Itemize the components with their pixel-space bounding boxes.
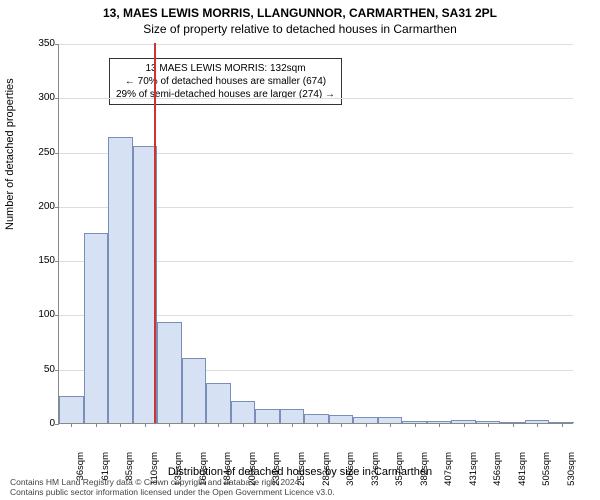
x-tick-mark (464, 423, 465, 427)
x-tick-mark (513, 423, 514, 427)
x-tick-mark (537, 423, 538, 427)
y-tick-label: 150 (29, 256, 55, 266)
histogram-bar (206, 383, 231, 423)
x-tick-mark (366, 423, 367, 427)
x-tick-mark (439, 423, 440, 427)
gridline (59, 98, 573, 99)
y-tick-label: 0 (29, 419, 55, 429)
histogram-bar (182, 358, 207, 423)
x-tick-mark (145, 423, 146, 427)
x-tick-mark (267, 423, 268, 427)
histogram-bar (59, 396, 84, 423)
x-tick-mark (194, 423, 195, 427)
y-tick-label: 250 (29, 148, 55, 158)
histogram-bar (84, 233, 109, 423)
subtitle: Size of property relative to detached ho… (0, 20, 600, 36)
address-title: 13, MAES LEWIS MORRIS, LLANGUNNOR, CARMA… (0, 0, 600, 20)
y-tick-label: 100 (29, 310, 55, 320)
y-tick-label: 300 (29, 93, 55, 103)
y-axis-label: Number of detached properties (4, 78, 16, 230)
x-tick-mark (317, 423, 318, 427)
x-tick-mark (562, 423, 563, 427)
annotation-line2: ← 70% of detached houses are smaller (67… (116, 75, 335, 88)
x-tick-mark (71, 423, 72, 427)
histogram-bar (329, 415, 354, 423)
y-tick-label: 50 (29, 365, 55, 375)
histogram-bar (108, 137, 133, 423)
footer-line2: Contains public sector information licen… (10, 488, 335, 498)
x-tick-mark (488, 423, 489, 427)
chart-plot-area: 13 MAES LEWIS MORRIS: 132sqm ← 70% of de… (58, 44, 573, 424)
histogram-bar (255, 409, 280, 423)
x-tick-mark (243, 423, 244, 427)
y-tick-label: 350 (29, 39, 55, 49)
x-tick-mark (96, 423, 97, 427)
histogram-bar (231, 401, 256, 423)
x-tick-mark (390, 423, 391, 427)
copyright-footer: Contains HM Land Registry data © Crown c… (10, 478, 335, 498)
y-tick-mark (55, 424, 59, 425)
annotation-line1: 13 MAES LEWIS MORRIS: 132sqm (116, 62, 335, 75)
x-tick-mark (120, 423, 121, 427)
x-tick-mark (292, 423, 293, 427)
gridline (59, 44, 573, 45)
histogram-bar (304, 414, 329, 423)
x-axis-label: Distribution of detached houses by size … (0, 466, 600, 478)
y-tick-label: 200 (29, 202, 55, 212)
histogram-bar (157, 322, 182, 423)
x-tick-mark (169, 423, 170, 427)
x-tick-mark (415, 423, 416, 427)
x-tick-mark (218, 423, 219, 427)
reference-vline (154, 43, 156, 423)
x-tick-mark (341, 423, 342, 427)
histogram-bar (280, 409, 305, 423)
